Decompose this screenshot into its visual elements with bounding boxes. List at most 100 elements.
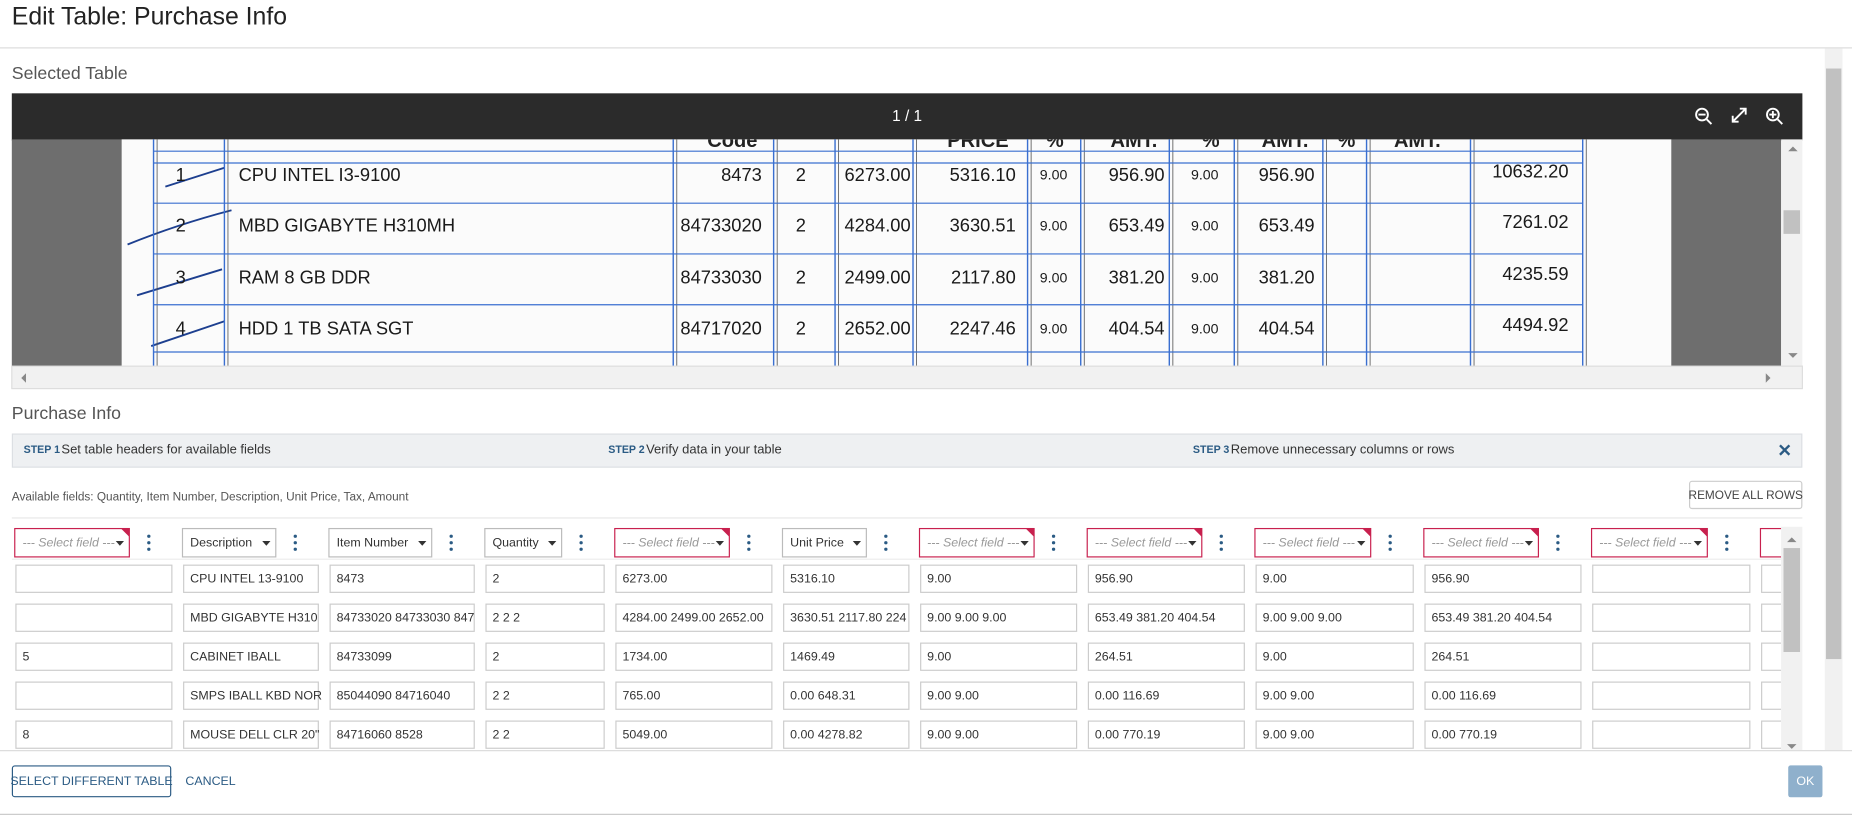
cell-input[interactable] <box>329 564 475 593</box>
field-select-label[interactable]: --- Select field --- <box>1432 536 1524 550</box>
column-menu-dot[interactable] <box>1219 547 1223 551</box>
field-select[interactable] <box>614 527 730 558</box>
cell-input[interactable] <box>783 564 910 593</box>
cell-input[interactable] <box>15 681 173 710</box>
cell-input[interactable] <box>485 564 605 593</box>
cell-input[interactable] <box>920 564 1078 593</box>
column-menu-dot[interactable] <box>1556 534 1560 538</box>
cell-input[interactable] <box>183 564 319 593</box>
cell-input[interactable] <box>1424 681 1582 710</box>
cell-input[interactable] <box>615 564 773 593</box>
column-menu-dot[interactable] <box>1725 541 1729 545</box>
field-select[interactable] <box>1423 527 1540 558</box>
field-select-label[interactable]: Description <box>190 536 252 550</box>
column-menu-dot[interactable] <box>147 534 151 538</box>
cell-input[interactable] <box>1424 642 1582 671</box>
cell-input[interactable] <box>1761 681 1833 710</box>
cell-input[interactable] <box>1592 564 1751 593</box>
column-menu-dot[interactable] <box>449 534 453 538</box>
cell-input[interactable] <box>15 720 173 749</box>
cell-input[interactable] <box>15 603 173 632</box>
cell-input[interactable] <box>1761 720 1833 749</box>
cell-input[interactable] <box>920 642 1078 671</box>
cell-input[interactable] <box>329 603 475 632</box>
column-menu-dot[interactable] <box>1219 541 1223 545</box>
cell-input[interactable] <box>329 720 475 749</box>
cell-input[interactable] <box>1255 720 1414 749</box>
column-menu-dot[interactable] <box>449 547 453 551</box>
field-select-label[interactable]: Unit Price <box>790 536 844 550</box>
cell-input[interactable] <box>1255 681 1414 710</box>
field-select[interactable] <box>1590 527 1708 558</box>
field-select-label[interactable]: --- Select field --- <box>1599 536 1691 550</box>
viewer-vscroll-thumb[interactable] <box>1783 210 1801 234</box>
column-menu-dot[interactable] <box>579 547 583 551</box>
fullscreen-button[interactable] <box>1731 107 1747 123</box>
cell-input[interactable] <box>329 642 475 671</box>
cell-input[interactable] <box>783 603 910 632</box>
button-label[interactable]: OK <box>1796 774 1815 788</box>
field-select[interactable] <box>181 527 277 558</box>
cell-input[interactable] <box>920 681 1078 710</box>
column-menu-dot[interactable] <box>1388 534 1392 538</box>
column-menu-dot[interactable] <box>449 541 453 545</box>
cell-input[interactable] <box>485 720 605 749</box>
cell-input[interactable] <box>615 681 773 710</box>
cell-input[interactable] <box>485 681 605 710</box>
column-menu-dot[interactable] <box>1051 547 1056 551</box>
grid-vscroll-thumb[interactable] <box>1783 548 1801 652</box>
field-select[interactable] <box>781 527 867 558</box>
column-menu-dot[interactable] <box>747 534 751 538</box>
cell-input[interactable] <box>1592 681 1751 710</box>
field-select[interactable] <box>1759 527 1831 558</box>
cell-input[interactable] <box>1255 642 1414 671</box>
column-menu-dot[interactable] <box>1051 541 1056 545</box>
cell-input[interactable] <box>783 681 910 710</box>
field-select-label[interactable]: Quantity <box>493 536 540 550</box>
cell-input[interactable] <box>329 681 475 710</box>
field-select[interactable] <box>1254 527 1372 558</box>
page-scrollbar-thumb[interactable] <box>1826 68 1842 660</box>
cell-input[interactable] <box>1592 603 1751 632</box>
cell-input[interactable] <box>1761 564 1833 593</box>
field-select[interactable] <box>1086 527 1203 558</box>
column-menu-dot[interactable] <box>579 534 583 538</box>
cell-input[interactable] <box>615 720 773 749</box>
column-menu-dot[interactable] <box>147 547 151 551</box>
cell-input[interactable] <box>1087 642 1245 671</box>
column-menu-dot[interactable] <box>293 547 297 551</box>
cell-input[interactable] <box>615 642 773 671</box>
cell-input[interactable] <box>1424 564 1582 593</box>
cell-input[interactable] <box>1424 720 1582 749</box>
column-menu-dot[interactable] <box>293 534 297 538</box>
cell-input[interactable] <box>1592 642 1751 671</box>
field-select-label[interactable]: --- Select field --- <box>927 536 1019 550</box>
field-select-label[interactable]: Item Number <box>337 536 409 550</box>
ok-button[interactable] <box>1788 765 1823 798</box>
column-menu-dot[interactable] <box>884 547 888 551</box>
cell-input[interactable] <box>1424 603 1582 632</box>
field-select[interactable] <box>484 527 563 558</box>
column-menu-dot[interactable] <box>1219 534 1223 538</box>
column-menu-dot[interactable] <box>1556 547 1560 551</box>
zoom-in-button[interactable] <box>1766 107 1783 125</box>
cell-input[interactable] <box>1592 720 1751 749</box>
remove-all-rows-button[interactable] <box>1689 480 1803 510</box>
field-select-label[interactable]: --- Select field --- <box>1095 536 1187 550</box>
cell-input[interactable] <box>485 603 605 632</box>
zoom-out-button[interactable] <box>1695 107 1713 125</box>
field-select[interactable] <box>918 527 1035 558</box>
column-menu-dot[interactable] <box>147 541 151 545</box>
cell-input[interactable] <box>183 642 319 671</box>
cancel-link[interactable]: CANCEL <box>185 774 235 788</box>
field-select-label[interactable]: --- Select field --- <box>1263 536 1355 550</box>
field-select[interactable] <box>14 527 130 558</box>
cell-input[interactable] <box>1087 681 1245 710</box>
column-menu-dot[interactable] <box>1388 541 1392 545</box>
field-select-label[interactable]: --- Select field --- <box>22 536 114 550</box>
select-different-table-button[interactable] <box>11 765 172 798</box>
button-label[interactable]: REMOVE ALL ROWS <box>1689 488 1803 502</box>
column-menu-dot[interactable] <box>1725 547 1729 551</box>
cell-input[interactable] <box>1255 603 1414 632</box>
cell-input[interactable] <box>920 603 1078 632</box>
